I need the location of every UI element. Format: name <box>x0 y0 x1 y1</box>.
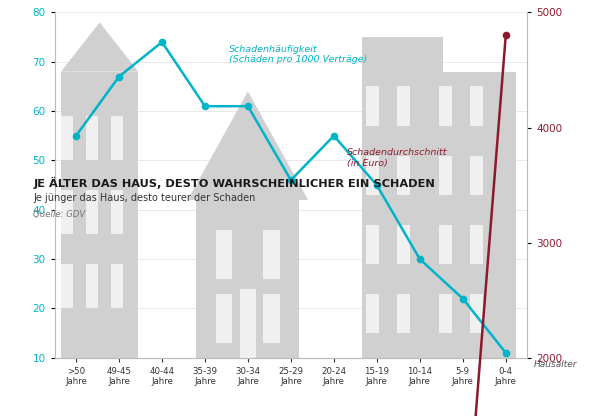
Bar <box>264 230 280 279</box>
Bar <box>112 116 123 161</box>
Text: Quelle: GDV: Quelle: GDV <box>33 210 85 219</box>
Bar <box>470 294 484 333</box>
Bar <box>112 264 123 308</box>
Bar <box>396 225 410 264</box>
Bar <box>362 37 444 358</box>
Bar <box>61 190 73 235</box>
Bar <box>216 294 233 343</box>
Text: Schadenhäufigkeit
(Schäden pro 1000 Verträge): Schadenhäufigkeit (Schäden pro 1000 Vert… <box>228 45 367 64</box>
Bar <box>196 200 299 358</box>
Bar <box>470 156 484 195</box>
Bar <box>86 190 98 235</box>
Text: Je jünger das Haus, desto teurer der Schaden: Je jünger das Haus, desto teurer der Sch… <box>33 193 256 203</box>
Bar <box>365 87 379 126</box>
Polygon shape <box>61 22 138 72</box>
Bar <box>86 264 98 308</box>
Bar <box>396 156 410 195</box>
Bar <box>365 156 379 195</box>
Bar <box>112 190 123 235</box>
Bar <box>470 225 484 264</box>
Bar <box>61 72 138 358</box>
Bar <box>470 87 484 126</box>
Bar <box>396 294 410 333</box>
Bar <box>439 87 453 126</box>
Polygon shape <box>188 92 308 200</box>
Text: Schadendurchschnitt
(in Euro): Schadendurchschnitt (in Euro) <box>347 148 447 168</box>
Text: JE ÄLTER DAS HAUS, DESTO WAHRSCHEINLICHER EIN SCHADEN: JE ÄLTER DAS HAUS, DESTO WAHRSCHEINLICHE… <box>33 177 435 189</box>
Bar <box>439 225 453 264</box>
Bar <box>439 294 453 333</box>
Bar <box>61 116 73 161</box>
Bar <box>396 87 410 126</box>
Bar <box>365 294 379 333</box>
Bar <box>216 230 233 279</box>
Bar <box>240 289 256 358</box>
Bar <box>61 264 73 308</box>
Text: Hausalter: Hausalter <box>534 360 577 369</box>
Bar <box>264 294 280 343</box>
Bar <box>439 156 453 195</box>
Bar <box>365 225 379 264</box>
Bar <box>435 72 516 358</box>
Bar <box>86 116 98 161</box>
